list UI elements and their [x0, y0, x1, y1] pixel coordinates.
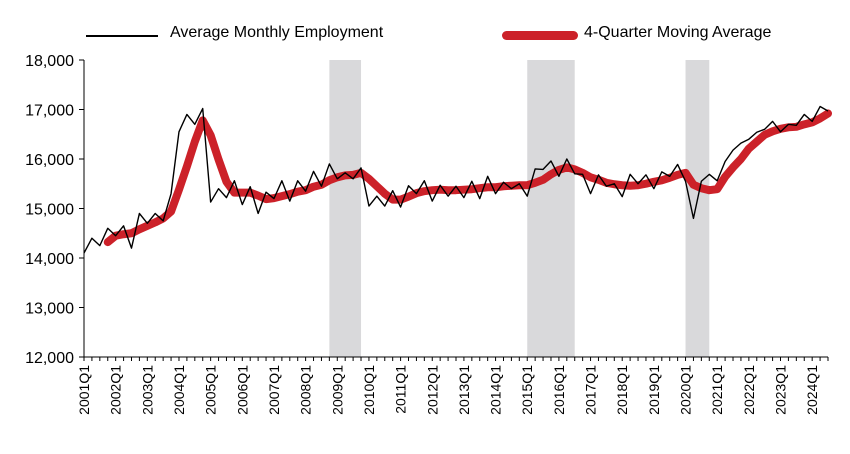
legend-line-red-swatch — [502, 31, 578, 40]
x-tick-label: 2004Q1 — [171, 365, 187, 415]
series-line-average-monthly-employment — [83, 105, 829, 254]
x-tick-label: 2001Q1 — [76, 365, 92, 415]
y-tick-label: 18,000 — [25, 53, 74, 70]
y-tick-label: 15,000 — [25, 202, 74, 219]
y-tick-label: 14,000 — [25, 251, 74, 268]
x-tick-label: 2002Q1 — [108, 365, 124, 415]
series-line-moving-average — [103, 109, 832, 247]
legend-line-black-swatch — [86, 35, 158, 37]
x-tick-label: 2011Q1 — [393, 365, 409, 414]
x-tick-label: 2003Q1 — [139, 365, 155, 415]
x-tick-label: 2014Q1 — [488, 365, 504, 415]
x-tick-label: 2012Q1 — [424, 365, 440, 415]
x-tick-label: 2007Q1 — [266, 365, 282, 415]
series-group — [83, 105, 832, 254]
x-tick-label: 2009Q1 — [329, 365, 345, 415]
x-tick-label: 2010Q1 — [361, 365, 377, 415]
x-tick-label: 2006Q1 — [234, 365, 250, 415]
x-tick-label: 2017Q1 — [583, 365, 599, 415]
recession-shading-group — [329, 60, 710, 357]
x-tick-label: 2024Q1 — [804, 365, 820, 415]
x-tick-label: 2008Q1 — [298, 365, 314, 415]
legend-label-1: Average Monthly Employment — [170, 24, 384, 41]
recession-band-2 — [685, 60, 710, 357]
x-tick-label: 2013Q1 — [456, 365, 472, 415]
x-tick-label: 2015Q1 — [519, 365, 535, 415]
y-tick-label: 16,000 — [25, 152, 74, 169]
x-tick-label: 2023Q1 — [773, 365, 789, 415]
y-tick-label: 12,000 — [25, 350, 74, 367]
x-tick-label: 2021Q1 — [709, 365, 725, 415]
x-tick-label: 2022Q1 — [741, 365, 757, 415]
legend-label-2: 4-Quarter Moving Average — [584, 24, 772, 41]
x-tick-label: 2016Q1 — [551, 365, 567, 415]
x-tick-label: 2020Q1 — [678, 365, 694, 415]
recession-band-1 — [527, 60, 575, 357]
tick-labels-group: 12,000 13,000 14,000 15,000 16,000 17,000 18,0… — [25, 53, 820, 415]
y-tick-label: 17,000 — [25, 103, 74, 120]
axes-group — [79, 59, 829, 361]
y-tick-label: 13,000 — [25, 301, 74, 318]
x-tick-label: 2019Q1 — [646, 365, 662, 415]
x-tick-label: 2005Q1 — [203, 365, 219, 415]
recession-band-0 — [329, 60, 362, 357]
x-tick-label: 2018Q1 — [614, 365, 630, 415]
